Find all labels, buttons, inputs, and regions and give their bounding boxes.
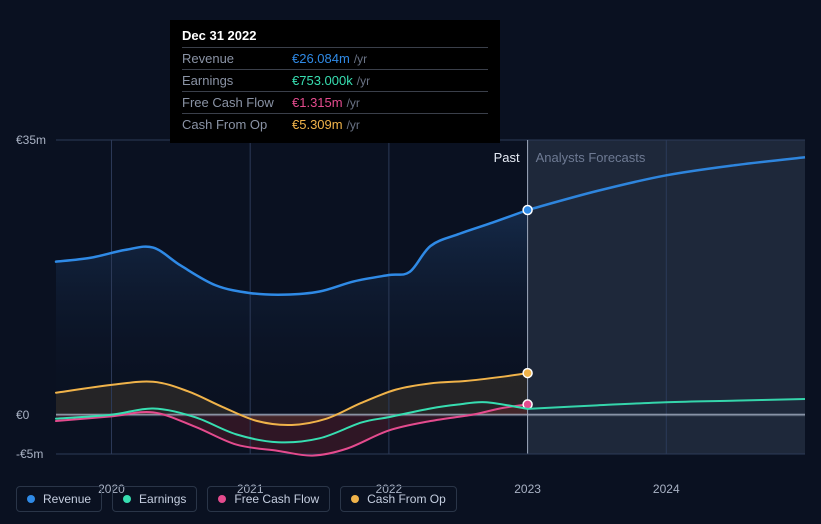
legend-dot xyxy=(218,495,226,503)
earnings-chart[interactable]: €35m€0-€5m20202021202220232024PastAnalys… xyxy=(16,120,805,474)
tooltip-row-suffix: /yr xyxy=(347,96,360,110)
tooltip-rows: Revenue€26.084m/yrEarnings€753.000k/yrFr… xyxy=(182,47,488,135)
tooltip-row-value: €5.309m xyxy=(292,117,343,132)
legend-item[interactable]: Earnings xyxy=(112,486,197,512)
legend-item[interactable]: Cash From Op xyxy=(340,486,457,512)
past-label: Past xyxy=(494,150,520,165)
tooltip-row-value: €753.000k xyxy=(292,73,353,88)
legend-dot xyxy=(27,495,35,503)
legend-item[interactable]: Revenue xyxy=(16,486,102,512)
tooltip-row-suffix: /yr xyxy=(347,118,360,132)
y-axis-label: -€5m xyxy=(16,447,43,461)
tooltip-row-suffix: /yr xyxy=(354,52,367,66)
tooltip-row-label: Cash From Op xyxy=(182,117,292,132)
tooltip-row: Revenue€26.084m/yr xyxy=(182,47,488,69)
y-axis-label: €0 xyxy=(16,408,29,422)
x-axis-label: 2023 xyxy=(514,482,541,496)
chart-legend: Revenue Earnings Free Cash Flow Cash From O… xyxy=(16,486,457,512)
tooltip-row-value: €1.315m xyxy=(292,95,343,110)
legend-label: Cash From Op xyxy=(367,492,446,506)
tooltip-row-label: Revenue xyxy=(182,51,292,66)
tooltip-row: Earnings€753.000k/yr xyxy=(182,69,488,91)
chart-svg xyxy=(16,120,805,474)
chart-tooltip: Dec 31 2022 Revenue€26.084m/yrEarnings€7… xyxy=(170,20,500,143)
tooltip-date: Dec 31 2022 xyxy=(182,28,488,47)
y-axis-label: €35m xyxy=(16,133,46,147)
tooltip-row-label: Earnings xyxy=(182,73,292,88)
tooltip-row-value: €26.084m xyxy=(292,51,350,66)
tooltip-row: Cash From Op€5.309m/yr xyxy=(182,113,488,135)
tooltip-row: Free Cash Flow€1.315m/yr xyxy=(182,91,488,113)
tooltip-row-suffix: /yr xyxy=(357,74,370,88)
x-axis-label: 2024 xyxy=(653,482,680,496)
legend-dot xyxy=(123,495,131,503)
legend-label: Earnings xyxy=(139,492,186,506)
forecast-label: Analysts Forecasts xyxy=(536,150,646,165)
legend-dot xyxy=(351,495,359,503)
legend-item[interactable]: Free Cash Flow xyxy=(207,486,330,512)
legend-label: Revenue xyxy=(43,492,91,506)
tooltip-row-label: Free Cash Flow xyxy=(182,95,292,110)
legend-label: Free Cash Flow xyxy=(234,492,319,506)
